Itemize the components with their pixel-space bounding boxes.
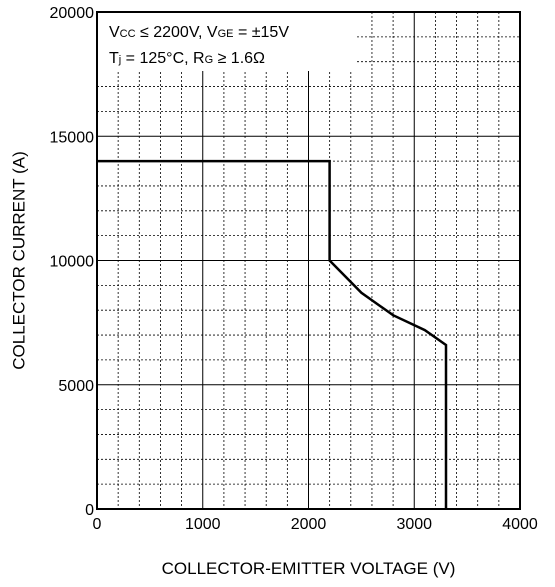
annotation-text: V: [109, 24, 120, 41]
major-grid: [97, 12, 520, 509]
x-tick-label: 0: [93, 516, 102, 533]
annotation-text: ≤ 2200V, V: [136, 24, 218, 41]
x-tick-label: 4000: [502, 516, 538, 533]
x-tick-label: 1000: [185, 516, 221, 533]
plot-frame: [96, 11, 521, 510]
annotation-text: = 125°C, R: [121, 50, 204, 67]
y-tick-labels: 0 5000 10000 15000 20000: [50, 5, 95, 519]
x-axis-title: COLLECTOR-EMITTER VOLTAGE (V): [162, 559, 456, 578]
y-axis-title: COLLECTOR CURRENT (A): [9, 151, 28, 370]
series-line: [97, 159, 448, 509]
annotation-subscript: GE: [218, 28, 234, 40]
annotation-text: ≥ 1.6Ω: [213, 50, 265, 67]
annotation-text: T: [109, 50, 119, 67]
y-tick-label: 0: [85, 502, 94, 519]
x-tick-label: 3000: [396, 516, 432, 533]
x-tick-label: 2000: [291, 516, 327, 533]
conditions-annotation: VCC ≤ 2200V, VGE = ±15V Tj = 125°C, RG ≥ …: [98, 13, 356, 71]
annotation-subscript: CC: [120, 28, 136, 40]
y-tick-label: 10000: [50, 254, 95, 271]
annotation-line1: VCC ≤ 2200V, VGE = ±15V: [109, 24, 289, 41]
y-tick-label: 15000: [50, 129, 95, 146]
annotation-line2: Tj = 125°C, RG ≥ 1.6Ω: [109, 50, 265, 67]
annotation-subscript: j: [118, 54, 121, 66]
annotation-background: [98, 13, 356, 71]
x-tick-labels: 0 1000 2000 3000 4000: [93, 516, 538, 533]
annotation-subscript: G: [205, 54, 214, 66]
annotation-text: = ±15V: [234, 24, 290, 41]
y-tick-label: 20000: [50, 5, 95, 22]
series-layer: [97, 159, 448, 509]
y-tick-label: 5000: [58, 378, 94, 395]
